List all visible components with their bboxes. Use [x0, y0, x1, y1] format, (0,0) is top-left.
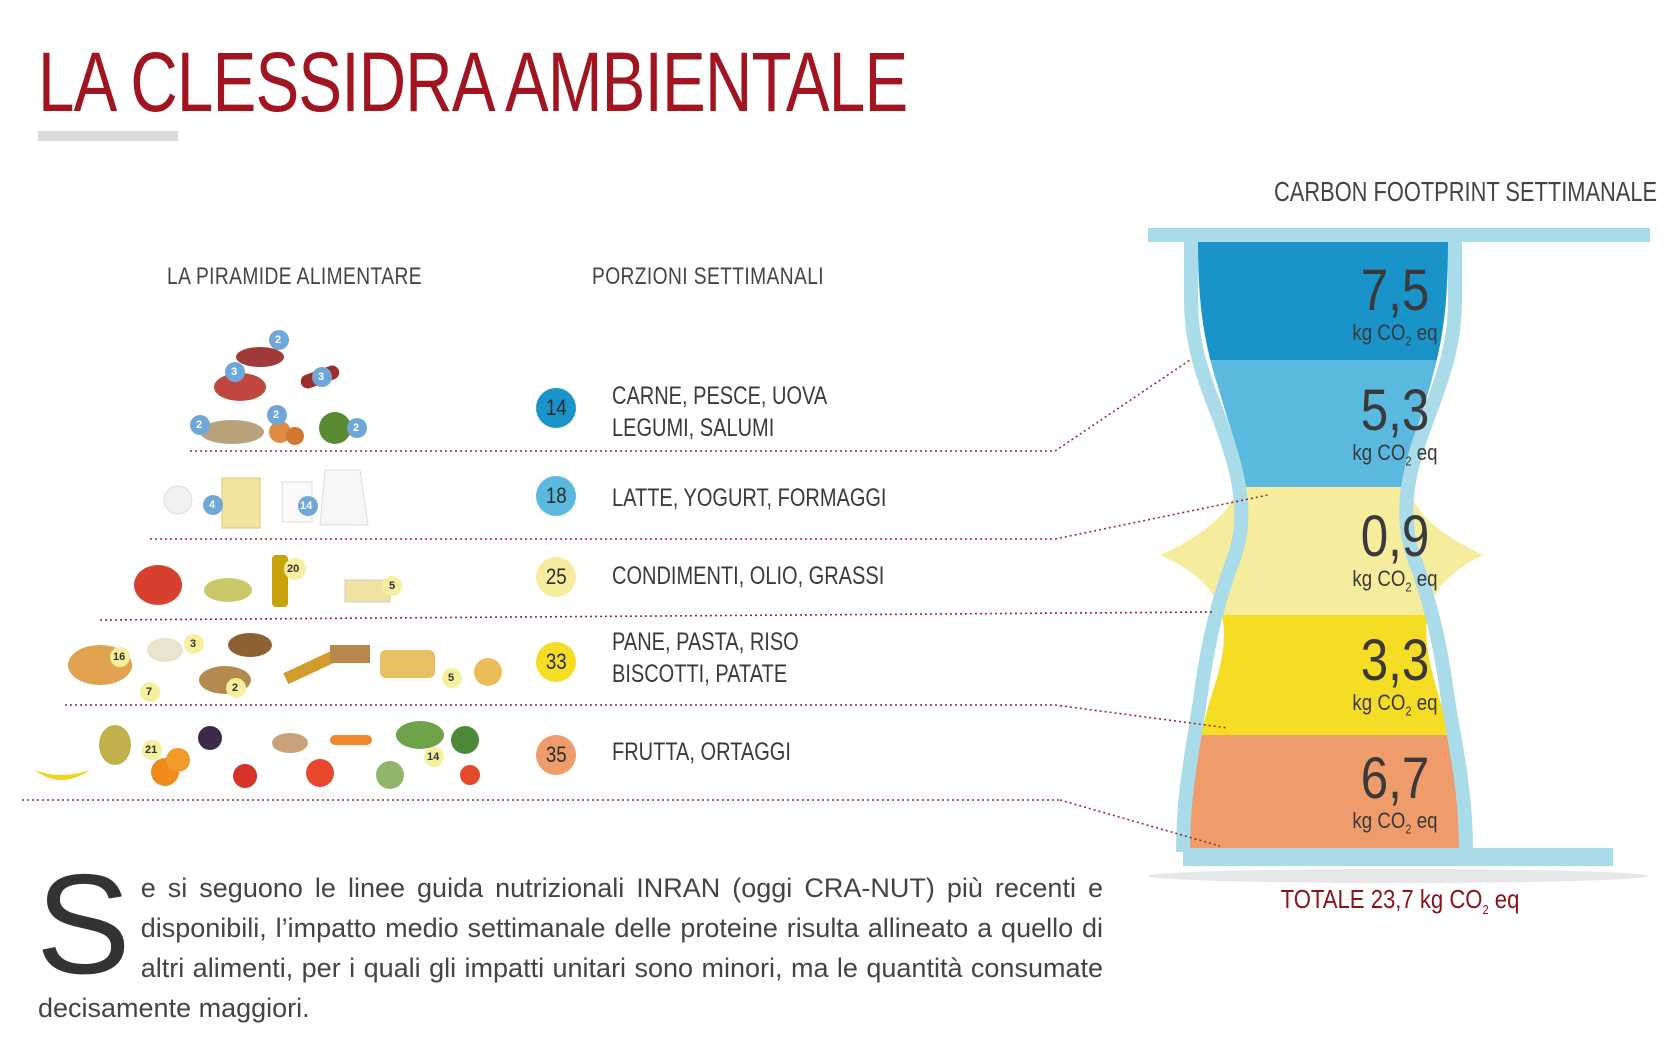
- row-label-condimenti: CONDIMENTI, OLIO, GRASSI: [612, 562, 885, 590]
- footprint-value-carne: 7,5: [1360, 258, 1430, 323]
- hourglass-frame: [1176, 236, 1473, 853]
- food-tier-proteins: [190, 330, 367, 445]
- row-label-latte: LATTE, YOGURT, FORMAGGI: [612, 484, 887, 512]
- food-tier-fruit-veg: [35, 721, 480, 789]
- footprint-value-latte: 5,3: [1360, 378, 1430, 443]
- footprint-value-condimenti: 0,9: [1360, 504, 1430, 569]
- food-tier-fats: [134, 555, 402, 607]
- footprint-unit: kg CO2 eq: [1352, 566, 1438, 595]
- tier-separators: [22, 359, 1269, 847]
- portion-badge-condimenti: 25: [536, 557, 576, 597]
- row-label-frutta: FRUTTA, ORTAGGI: [612, 738, 791, 766]
- row-label-carne: CARNE, PESCE, UOVA LEGUMI, SALUMI: [612, 382, 828, 442]
- carbon-footprint-header: CARBON FOOTPRINT SETTIMANALE: [1274, 176, 1658, 207]
- footprint-unit: kg CO2 eq: [1352, 690, 1438, 719]
- row-label-pane: PANE, PASTA, RISO BISCOTTI, PATATE: [612, 628, 799, 688]
- hourglass-shadow: [1148, 869, 1648, 883]
- portion-badge-carne: 14: [536, 388, 576, 428]
- portion-badge-latte: 18: [536, 476, 576, 516]
- segment-frutta: [1160, 735, 1483, 850]
- footprint-total: TOTALE 23,7 kg CO2 eq: [1280, 884, 1520, 918]
- food-tier-dairy: [163, 469, 369, 529]
- portion-badge-frutta: 35: [536, 735, 576, 775]
- footprint-unit: kg CO2 eq: [1352, 440, 1438, 469]
- footprint-value-pane: 3,3: [1360, 628, 1430, 693]
- food-number-badge: [269, 330, 289, 350]
- page-title: LA CLESSIDRA AMBIENTALE: [38, 35, 908, 129]
- portion-badge-pane: 33: [536, 642, 576, 682]
- footprint-value-frutta: 6,7: [1360, 746, 1430, 811]
- footprint-unit: kg CO2 eq: [1352, 320, 1438, 349]
- hourglass-bottom-bar: [1183, 848, 1613, 866]
- drop-cap: S: [36, 845, 131, 1004]
- segment-carne: [1160, 242, 1483, 360]
- title-underline: [38, 131, 178, 141]
- hourglass-top-bar: [1148, 228, 1650, 242]
- footprint-unit: kg CO2 eq: [1352, 808, 1438, 837]
- food-tier-carbs: [68, 633, 502, 702]
- pyramid-header: LA PIRAMIDE ALIMENTARE: [167, 263, 422, 290]
- portions-header: PORZIONI SETTIMANALI: [592, 263, 825, 290]
